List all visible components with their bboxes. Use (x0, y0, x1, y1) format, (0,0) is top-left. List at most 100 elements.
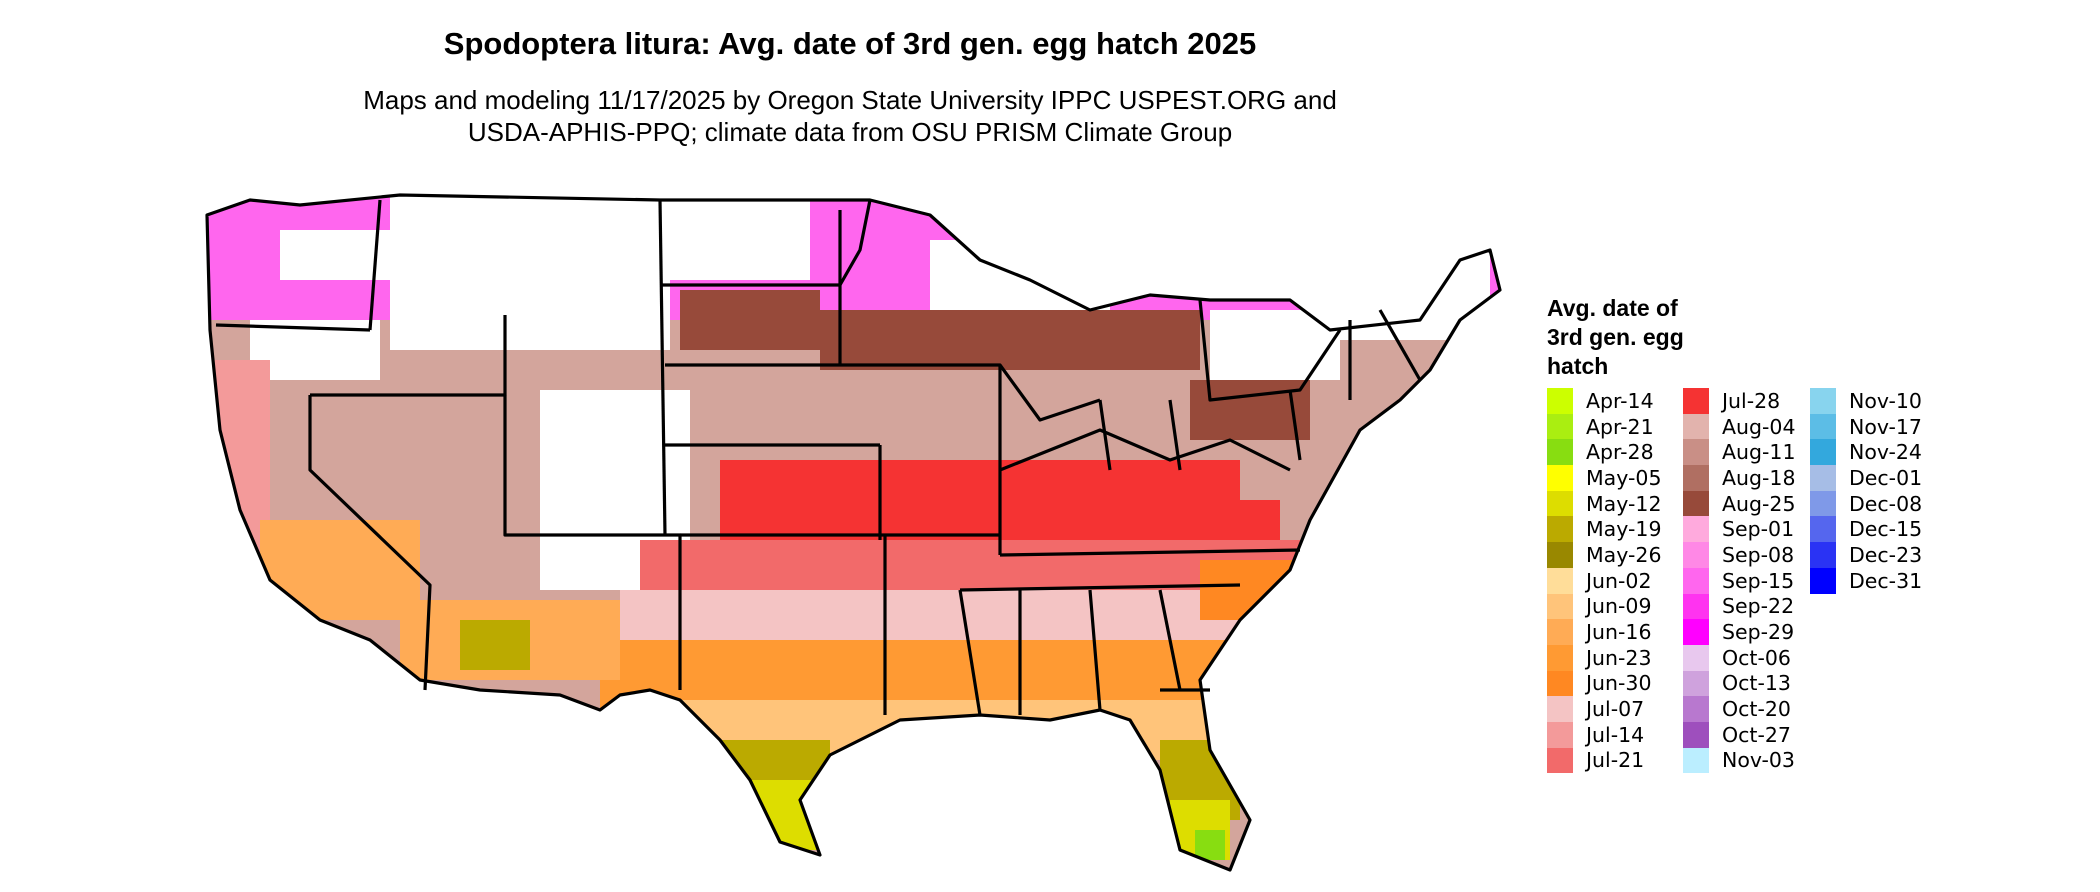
legend-label: Oct-06 (1722, 645, 1791, 670)
legend-label: Oct-27 (1722, 722, 1791, 747)
legend-label: May-05 (1586, 465, 1662, 490)
legend-swatch (1683, 670, 1709, 697)
legend-swatch (1683, 388, 1709, 414)
legend-label: May-19 (1586, 517, 1662, 542)
legend-item: Nov-17 (1810, 413, 1922, 440)
legend-item: Jul-21 (1547, 747, 1662, 774)
legend-swatch (1683, 413, 1709, 440)
legend-swatch (1810, 567, 1836, 594)
legend-title: Avg. date of 3rd gen. egg hatch (1547, 294, 1747, 381)
legend-title-line-1: Avg. date of (1547, 295, 1678, 321)
legend-label: Sep-08 (1722, 542, 1795, 567)
legend-swatch (1547, 567, 1573, 594)
legend-swatch (1810, 490, 1836, 517)
legend-label: Sep-15 (1722, 568, 1795, 593)
legend-item: Jul-07 (1547, 696, 1662, 722)
legend-label: May-26 (1586, 542, 1662, 567)
legend-label: Jun-23 (1586, 645, 1652, 670)
legend-swatch (1810, 516, 1836, 543)
legend-item: Dec-01 (1810, 465, 1922, 491)
legend-title-line-3: hatch (1547, 353, 1609, 379)
legend-item: Aug-25 (1683, 490, 1796, 517)
legend-label: Apr-21 (1586, 414, 1654, 439)
subtitle-line-2: USDA-APHIS-PPQ; climate data from OSU PR… (467, 117, 1233, 147)
legend-label: Jun-09 (1586, 594, 1652, 619)
state-boundaries (205, 193, 1502, 872)
legend-swatch (1547, 388, 1573, 414)
legend-label: Jul-28 (1722, 388, 1781, 413)
legend-label: May-12 (1586, 491, 1662, 516)
legend-column: Apr-14 Apr-21 Apr-28 May-05 May-12 May-19 May-… (1547, 388, 1662, 774)
legend-label: Apr-28 (1586, 440, 1654, 465)
legend-swatch (1547, 721, 1573, 748)
legend-swatch (1547, 465, 1573, 491)
legend-item: Jun-02 (1547, 567, 1662, 594)
legend-item: Dec-08 (1810, 490, 1923, 517)
legend-label: Jun-30 (1586, 671, 1652, 696)
legend-item: Oct-27 (1683, 721, 1796, 748)
legend-item: Sep-22 (1683, 593, 1796, 620)
legend-label: Jun-02 (1586, 568, 1652, 593)
legend-item: Jun-23 (1547, 644, 1662, 671)
legend-swatch (1547, 413, 1573, 440)
legend-swatch (1547, 439, 1573, 466)
legend-swatch (1810, 413, 1836, 440)
map-title: Spodoptera litura: Avg. date of 3rd gen.… (443, 26, 1257, 61)
legend-swatch (1810, 439, 1836, 466)
legend-label: Sep-22 (1722, 594, 1795, 619)
legend-swatch (1683, 490, 1709, 517)
legend-title-line-2: 3rd gen. egg (1547, 324, 1684, 350)
legend-swatch (1683, 542, 1709, 568)
legend-label: Sep-01 (1722, 517, 1795, 542)
legend-swatch (1547, 490, 1573, 517)
legend-item: Apr-28 (1547, 439, 1662, 466)
legend-swatch (1683, 619, 1709, 645)
legend-label: Aug-04 (1722, 414, 1796, 439)
legend-label: Nov-24 (1849, 440, 1922, 465)
legend-label: Dec-31 (1849, 568, 1923, 593)
legend-label: Nov-17 (1849, 414, 1922, 439)
legend-item: Jul-14 (1547, 721, 1662, 748)
legend-label: Oct-13 (1722, 671, 1791, 696)
legend-swatch (1683, 696, 1709, 722)
legend-label: Dec-08 (1849, 491, 1923, 516)
legend-item: Sep-01 (1683, 516, 1796, 543)
legend-swatch (1683, 747, 1709, 774)
legend-column: Jul-28 Aug-04 Aug-11 Aug-18 Aug-25 Sep-01 Sep-… (1683, 388, 1796, 774)
subtitle-line-1: Maps and modeling 11/17/2025 by Oregon S… (363, 85, 1337, 115)
legend-swatch (1683, 439, 1709, 466)
legend-swatch (1810, 465, 1836, 491)
legend-label: Jul-21 (1586, 748, 1645, 773)
legend-item: Nov-10 (1810, 388, 1922, 414)
legend-label: Aug-25 (1722, 491, 1796, 516)
legend-item: Aug-11 (1683, 439, 1796, 466)
legend-item: Aug-04 (1683, 413, 1796, 440)
legend-item: Apr-21 (1547, 413, 1662, 440)
legend-swatch (1547, 747, 1573, 774)
legend-item: Jun-30 (1547, 670, 1662, 697)
legend-item: Oct-06 (1683, 644, 1796, 671)
legend-label: Sep-29 (1722, 620, 1795, 645)
legend-swatch (1810, 542, 1836, 568)
legend-label: Jul-07 (1586, 697, 1645, 722)
legend-swatch (1547, 644, 1573, 671)
map-subtitle: Maps and modeling 11/17/2025 by Oregon S… (0, 84, 1700, 148)
legend-item: Oct-13 (1683, 670, 1796, 697)
legend-label: Nov-03 (1722, 748, 1795, 773)
legend-label: Apr-14 (1586, 388, 1654, 413)
legend-swatch (1547, 516, 1573, 543)
legend-swatch (1547, 593, 1573, 620)
legend-item: Jun-09 (1547, 593, 1662, 620)
legend-label: Aug-18 (1722, 465, 1796, 490)
legend-label: Oct-20 (1722, 697, 1791, 722)
legend-item: Nov-03 (1683, 747, 1796, 774)
legend-label: Aug-11 (1722, 440, 1796, 465)
legend-item: Oct-20 (1683, 696, 1796, 722)
legend-item: Dec-15 (1810, 516, 1922, 543)
legend-swatch (1683, 465, 1709, 491)
legend-swatch (1547, 619, 1573, 645)
legend-item: Aug-18 (1683, 465, 1796, 491)
legend-swatch (1683, 567, 1709, 594)
legend-label: Nov-10 (1849, 388, 1922, 413)
legend-swatch (1683, 593, 1709, 620)
